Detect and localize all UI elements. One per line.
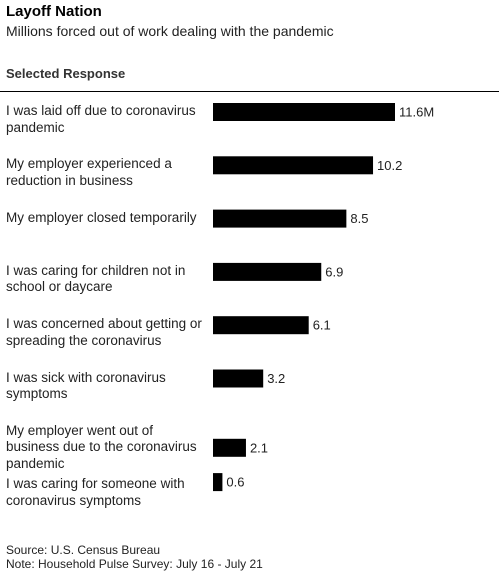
chart-title: Layoff Nation	[6, 3, 102, 20]
category-label: I was caring for someone with coronaviru…	[6, 476, 185, 508]
header-divider	[0, 91, 499, 92]
category-label: My employer experienced a reduction in b…	[6, 156, 172, 188]
source-note: Source: U.S. Census Bureau	[6, 543, 161, 557]
bar-value-label: 6.1	[313, 318, 331, 333]
bar-value-label: 0.6	[226, 475, 244, 490]
column-header: Selected Response	[6, 66, 126, 81]
category-label: I was concerned about getting or spreadi…	[6, 316, 202, 348]
chart-subtitle: Millions forced out of work dealing with…	[6, 23, 334, 39]
bar	[213, 438, 246, 457]
bar	[213, 316, 309, 335]
bar-value-label: 8.5	[350, 211, 368, 226]
bar-value-label: 3.2	[267, 371, 285, 386]
bar	[213, 209, 347, 228]
category-label: My employer went out of business due to …	[6, 422, 197, 471]
bar	[213, 473, 223, 492]
bar-value-label: 11.6M	[399, 105, 434, 120]
bar	[213, 262, 322, 281]
survey-note: Note: Household Pulse Survey: July 16 - …	[6, 557, 263, 571]
category-label: I was laid off due to coronavirus pandem…	[6, 103, 196, 135]
bar	[213, 103, 395, 121]
bar-value-label: 10.2	[377, 158, 402, 173]
category-label: I was sick with coronavirus symptoms	[6, 369, 166, 402]
bar-value-label: 6.9	[325, 264, 343, 279]
bar	[213, 156, 374, 175]
category-label: I was caring for children not in school …	[6, 262, 186, 295]
category-label: My employer closed temporarily	[6, 209, 197, 225]
bar	[213, 369, 264, 388]
bar-value-label: 2.1	[250, 440, 268, 455]
